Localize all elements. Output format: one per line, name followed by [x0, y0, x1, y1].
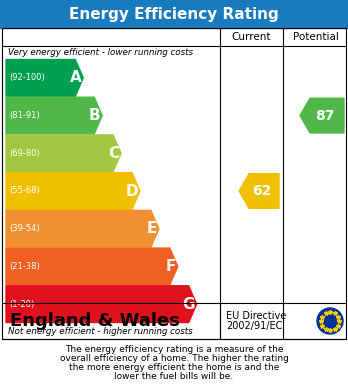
Text: (39-54): (39-54) [9, 224, 40, 233]
Text: A: A [70, 70, 81, 85]
Text: 62: 62 [252, 184, 272, 198]
Text: Current: Current [232, 32, 271, 42]
Text: EU Directive: EU Directive [226, 311, 286, 321]
Text: (1-20): (1-20) [9, 300, 34, 308]
Text: The energy efficiency rating is a measure of the: The energy efficiency rating is a measur… [65, 345, 283, 354]
Polygon shape [6, 248, 178, 285]
Text: (21-38): (21-38) [9, 262, 40, 271]
Text: C: C [108, 146, 119, 161]
Bar [0, 0, 348, 28]
Polygon shape [6, 135, 121, 172]
Text: E: E [147, 221, 157, 236]
Text: B: B [89, 108, 100, 123]
Text: G: G [182, 297, 195, 312]
Polygon shape [300, 98, 344, 133]
Polygon shape [6, 97, 102, 134]
Text: Energy Efficiency Rating: Energy Efficiency Rating [69, 7, 279, 22]
Polygon shape [6, 210, 159, 247]
Text: the more energy efficient the home is and the: the more energy efficient the home is an… [69, 363, 279, 372]
Text: (55-68): (55-68) [9, 187, 40, 196]
Text: lower the fuel bills will be.: lower the fuel bills will be. [114, 372, 234, 381]
Text: Very energy efficient - lower running costs: Very energy efficient - lower running co… [8, 48, 193, 57]
Text: (92-100): (92-100) [9, 74, 45, 83]
Polygon shape [6, 173, 140, 209]
Text: 2002/91/EC: 2002/91/EC [226, 321, 282, 331]
Text: Not energy efficient - higher running costs: Not energy efficient - higher running co… [8, 326, 193, 335]
Circle shape [317, 308, 343, 334]
Text: (81-91): (81-91) [9, 111, 40, 120]
Polygon shape [239, 174, 279, 208]
Polygon shape [6, 59, 83, 96]
Text: F: F [165, 259, 176, 274]
Text: (69-80): (69-80) [9, 149, 40, 158]
Text: 87: 87 [315, 109, 335, 122]
Polygon shape [6, 286, 197, 323]
Text: Potential: Potential [293, 32, 339, 42]
Text: England & Wales: England & Wales [10, 312, 180, 330]
Text: D: D [125, 183, 138, 199]
Bar [2, 28, 346, 339]
Text: overall efficiency of a home. The higher the rating: overall efficiency of a home. The higher… [60, 354, 288, 363]
